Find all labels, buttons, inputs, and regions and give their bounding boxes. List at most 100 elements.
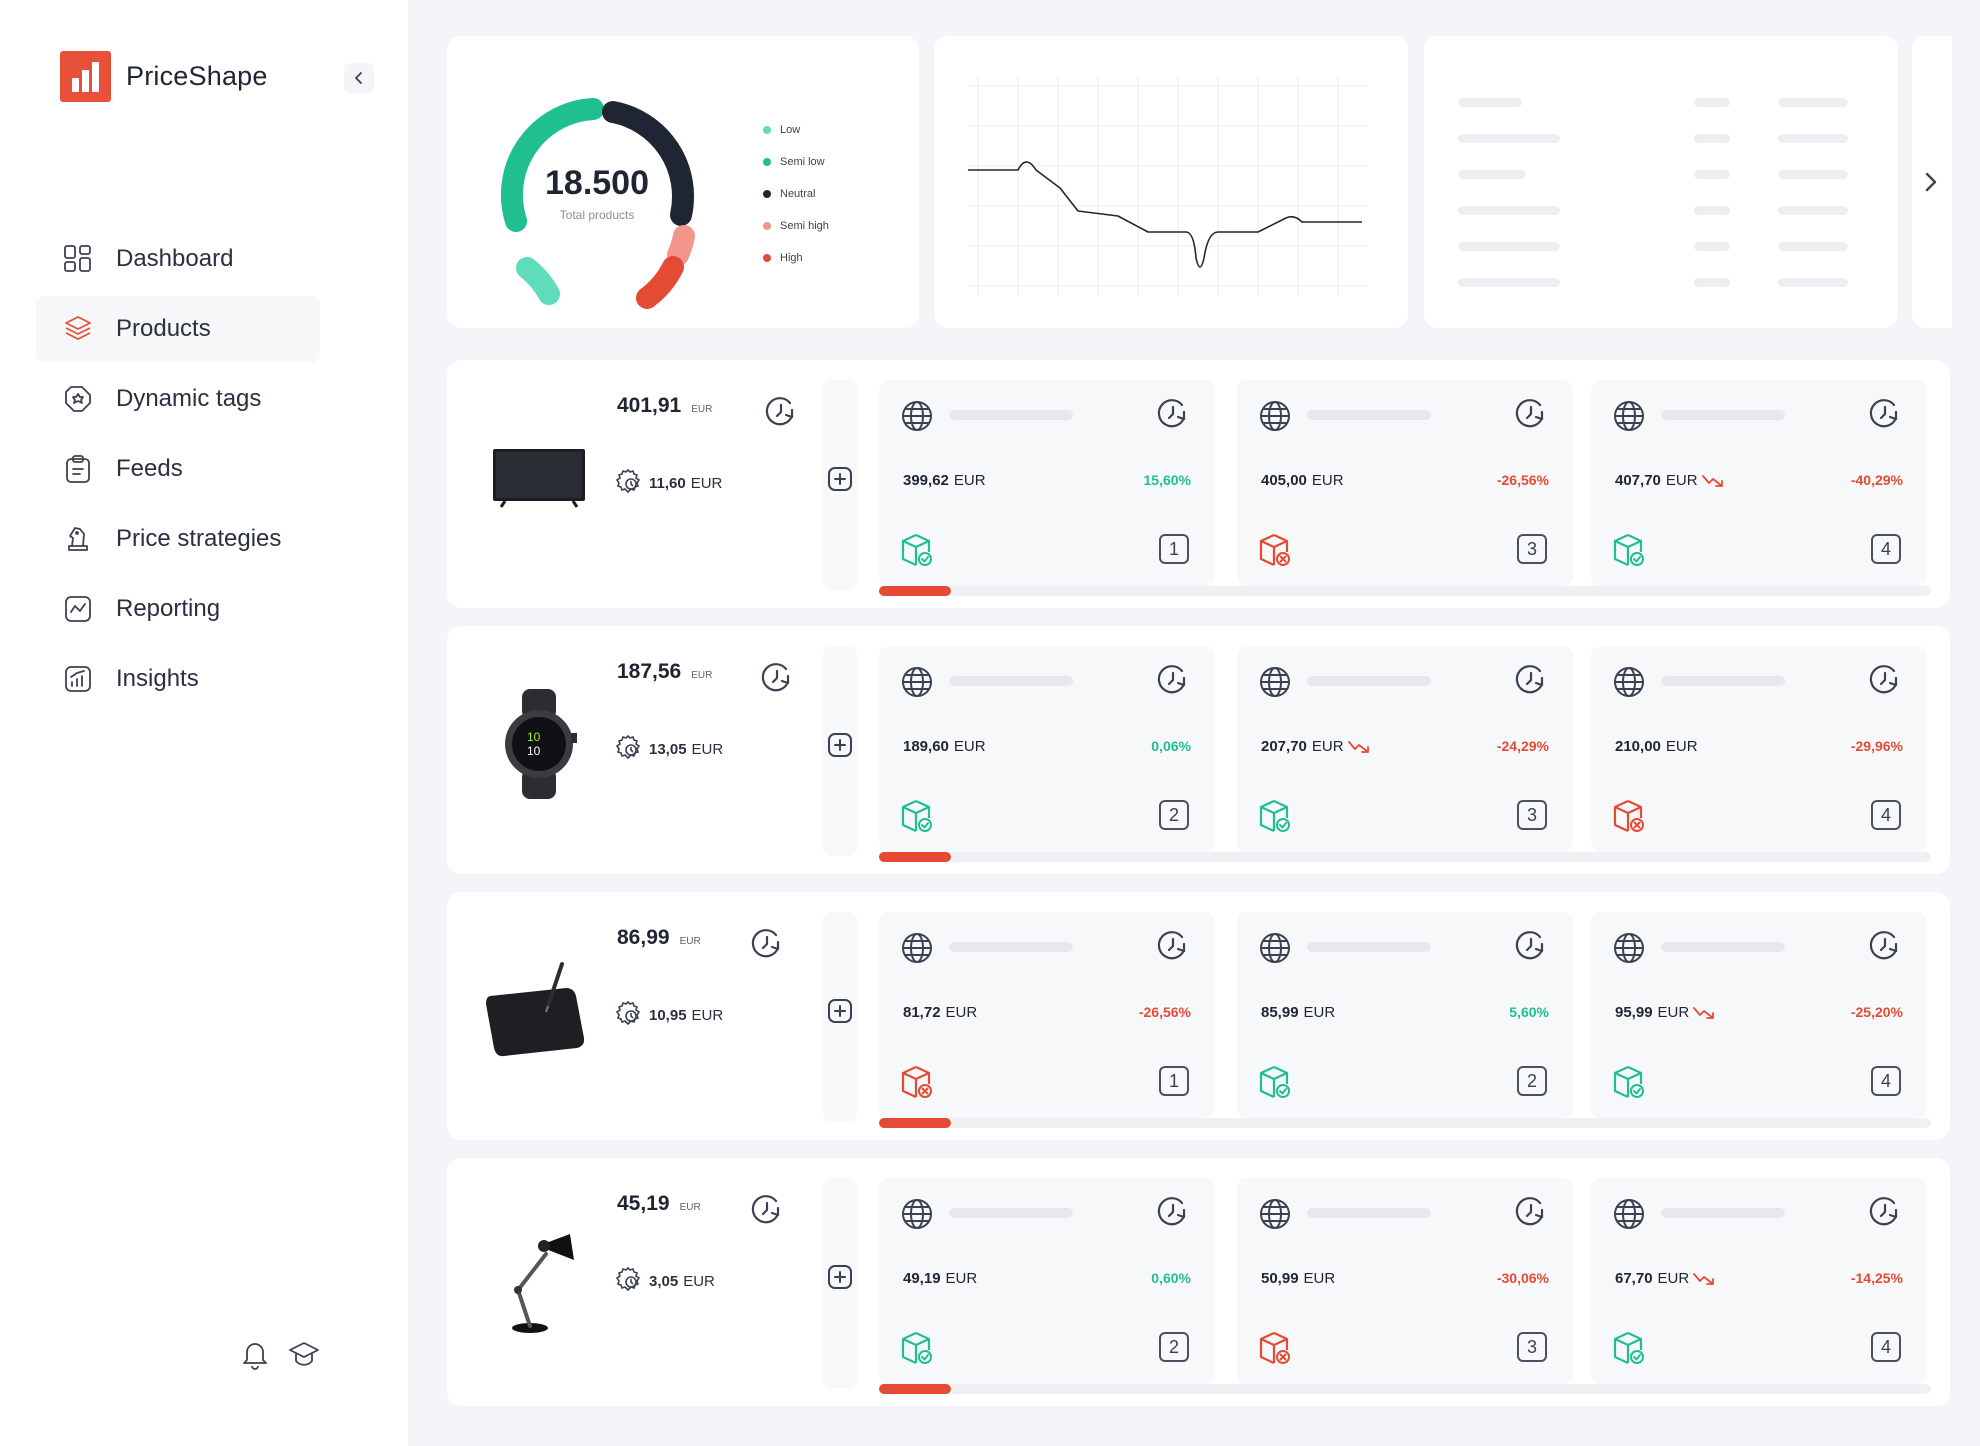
trend-down-icon — [1347, 740, 1372, 754]
product-row[interactable]: 401,91 EUR 11,60 EUR 399,62 EUR 15,60% 1 405,00 E… — [447, 360, 1950, 608]
product-row[interactable]: 86,99 EUR 10,95 EUR 81,72 EUR -26,56% 1 85,99 EUR… — [447, 892, 1950, 1140]
price-history-icon[interactable] — [1155, 1194, 1191, 1235]
competitor-card[interactable]: 405,00 EUR -26,56% 3 — [1237, 380, 1573, 586]
price-difference: -14,25% — [1850, 1270, 1903, 1286]
competitor-name-placeholder — [949, 410, 1073, 420]
reporting-icon — [62, 593, 94, 625]
nav-label: Dashboard — [116, 245, 234, 272]
competitor-price: 207,70 EUR — [1261, 738, 1372, 755]
cost-icon — [615, 468, 649, 498]
price-history-icon[interactable] — [1513, 1194, 1549, 1235]
add-competitor-button[interactable] — [827, 998, 853, 1024]
competitor-rank: 2 — [1517, 1066, 1547, 1096]
in-stock-box-icon — [1611, 1064, 1649, 1107]
globe-icon — [1257, 1196, 1293, 1237]
clipboard-icon — [62, 453, 94, 485]
price-history-icon[interactable] — [759, 660, 795, 696]
competitor-card[interactable]: 49,19 EUR 0,60% 2 — [879, 1178, 1215, 1384]
distribution-gauge — [500, 98, 695, 309]
nav-item-dynamic-tags[interactable]: Dynamic tags — [36, 366, 320, 432]
competitor-name-placeholder — [949, 942, 1073, 952]
nav-item-price-strategies[interactable]: Price strategies — [36, 506, 320, 572]
competitor-rank: 4 — [1871, 534, 1901, 564]
nav-item-insights[interactable]: Insights — [36, 646, 320, 712]
legend-item-low: Low — [763, 114, 829, 146]
price-history-icon[interactable] — [1513, 396, 1549, 437]
competitor-card[interactable]: 407,70 EUR -40,29% 4 — [1591, 380, 1927, 586]
competitor-name-placeholder — [949, 1208, 1073, 1218]
price-history-icon[interactable] — [1867, 928, 1903, 969]
competitor-card[interactable]: 95,99 EUR -25,20% 4 — [1591, 912, 1927, 1118]
bell-icon[interactable] — [240, 1338, 270, 1375]
graduation-cap-icon[interactable] — [288, 1338, 320, 1375]
progress-bar — [879, 1118, 1931, 1128]
price-history-icon[interactable] — [1155, 662, 1191, 703]
svg-text:10: 10 — [527, 744, 541, 758]
product-cost: 3,05 EUR — [615, 1266, 715, 1296]
competitor-card[interactable]: 81,72 EUR -26,56% 1 — [879, 912, 1215, 1118]
out-of-stock-box-icon — [1257, 1330, 1295, 1373]
competitor-name-placeholder — [1307, 942, 1431, 952]
globe-icon — [899, 930, 935, 971]
gauge-segment-low — [516, 257, 560, 305]
competitor-name-placeholder — [1307, 410, 1431, 420]
collapse-sidebar-button[interactable] — [344, 63, 374, 93]
nav-item-products[interactable]: Products — [36, 296, 320, 362]
price-history-icon[interactable] — [1513, 928, 1549, 969]
competitor-name-placeholder — [1661, 942, 1785, 952]
competitor-card[interactable]: 85,99 EUR 5,60% 2 — [1237, 912, 1573, 1118]
nav-label: Insights — [116, 665, 199, 692]
competitor-card[interactable]: 50,99 EUR -30,06% 3 — [1237, 1178, 1573, 1384]
add-competitor-button[interactable] — [827, 732, 853, 758]
legend-item-high: High — [763, 242, 829, 274]
nav-item-reporting[interactable]: Reporting — [36, 576, 320, 642]
competitor-card[interactable]: 210,00 EUR -29,96% 4 — [1591, 646, 1927, 852]
price-history-icon[interactable] — [749, 926, 785, 962]
price-trend-card — [934, 36, 1408, 328]
price-history-icon[interactable] — [1155, 928, 1191, 969]
competitor-rank: 1 — [1159, 1066, 1189, 1096]
price-history-icon[interactable] — [749, 1192, 785, 1228]
competitor-rank: 4 — [1871, 800, 1901, 830]
out-of-stock-box-icon — [899, 1064, 937, 1107]
product-row[interactable]: 45,19 EUR 3,05 EUR 49,19 EUR 0,60% 2 50,99 EUR -30… — [447, 1158, 1950, 1406]
main-nav: Dashboard Products Dynamic tags Feeds Pr… — [36, 226, 320, 716]
carousel-next-button[interactable] — [1917, 168, 1945, 196]
competitor-price: 49,19 EUR — [903, 1270, 978, 1287]
globe-icon — [1257, 398, 1293, 439]
total-products-value: 18.500 — [545, 164, 649, 202]
competitor-card[interactable]: 189,60 EUR 0,06% 2 — [879, 646, 1215, 852]
competitor-card[interactable]: 399,62 EUR 15,60% 1 — [879, 380, 1215, 586]
competitor-rank: 2 — [1159, 800, 1189, 830]
price-difference: -30,06% — [1496, 1270, 1549, 1286]
logo[interactable]: PriceShape — [60, 51, 268, 102]
legend-item-semi-low: Semi low — [763, 146, 829, 178]
price-history-icon[interactable] — [1867, 662, 1903, 703]
price-history-icon[interactable] — [763, 394, 799, 430]
progress-fill — [879, 586, 951, 596]
chevron-left-icon — [355, 72, 362, 84]
price-history-icon[interactable] — [1155, 396, 1191, 437]
nav-item-dashboard[interactable]: Dashboard — [36, 226, 320, 292]
in-stock-box-icon — [899, 532, 937, 575]
in-stock-box-icon — [899, 1330, 937, 1373]
nav-label: Price strategies — [116, 525, 282, 552]
competitor-price: 81,72 EUR — [903, 1004, 978, 1021]
nav-item-feeds[interactable]: Feeds — [36, 436, 320, 502]
price-history-icon[interactable] — [1513, 662, 1549, 703]
nav-label: Dynamic tags — [116, 385, 262, 412]
price-history-icon[interactable] — [1867, 396, 1903, 437]
competitor-card[interactable]: 207,70 EUR -24,29% 3 — [1237, 646, 1573, 852]
nav-label: Products — [116, 315, 211, 342]
competitor-name-placeholder — [1307, 676, 1431, 686]
add-competitor-button[interactable] — [827, 1264, 853, 1290]
chess-knight-icon — [62, 523, 94, 555]
product-price: 187,56 EUR — [617, 660, 713, 683]
add-competitor-button[interactable] — [827, 466, 853, 492]
competitor-card[interactable]: 67,70 EUR -14,25% 4 — [1591, 1178, 1927, 1384]
price-history-icon[interactable] — [1867, 1194, 1903, 1235]
progress-fill — [879, 1118, 951, 1128]
cost-icon — [615, 1000, 649, 1030]
product-row[interactable]: 10 10 187,56 EUR 13,05 EUR 189,60 EUR 0,06% 2 207,… — [447, 626, 1950, 874]
gauge-segment-high — [636, 256, 684, 309]
